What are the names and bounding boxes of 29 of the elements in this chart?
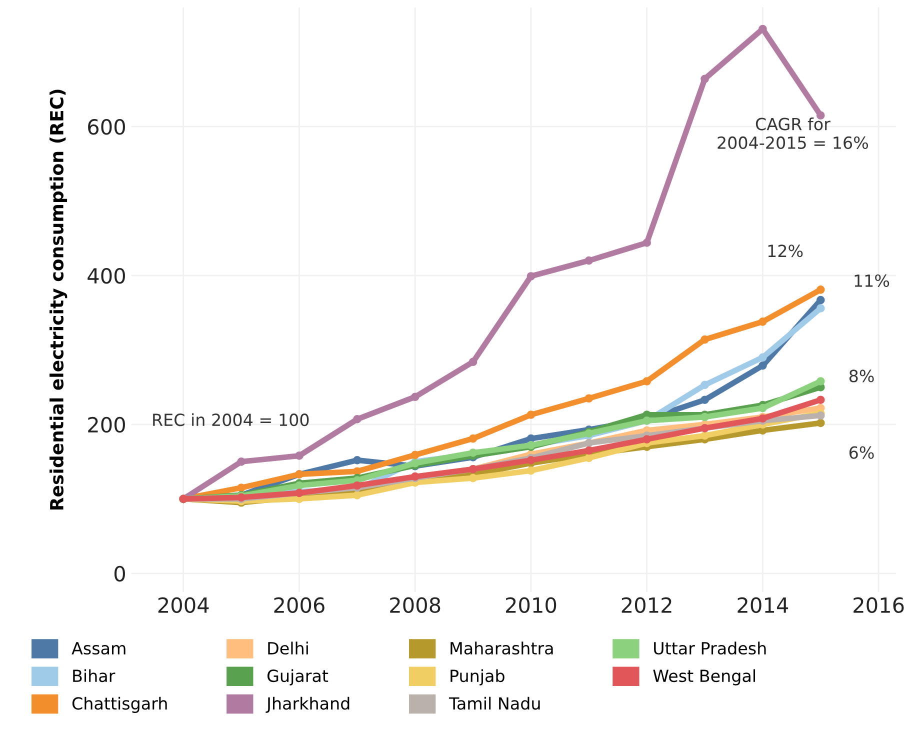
y-tick-label: 600 [88, 119, 125, 135]
legend-label: Maharashtra [450, 642, 553, 655]
legend-label: Bihar [73, 669, 116, 682]
y-axis-title: Residential electricity consumption (REC) [50, 90, 68, 510]
legend-label: Uttar Pradesh [654, 642, 766, 655]
x-tick-label: 2016 [854, 597, 904, 613]
x-tick-label: 2004 [158, 597, 209, 613]
annotation: REC in 2004 = 100 [153, 413, 309, 426]
legend-label: West Bengal [653, 669, 755, 686]
annotation: 8% [849, 370, 874, 382]
x-tick-label: 2012 [622, 597, 672, 613]
annotation: 12% [768, 244, 803, 258]
legend-label: Tamil Nadu [448, 696, 540, 710]
annotation: CAGR for 2004-2015 = 16% [718, 117, 868, 150]
annotation: 6% [849, 446, 874, 459]
y-tick-label: 200 [88, 416, 125, 433]
y-tick-label: 0 [114, 566, 125, 582]
legend-label: Jharkhand [266, 696, 350, 713]
x-tick-label: 2006 [274, 597, 324, 613]
x-tick-label: 2008 [390, 597, 440, 613]
legend-label: Assam [72, 642, 126, 655]
x-tick-label: 2010 [506, 597, 556, 613]
annotation: 11% [854, 274, 890, 287]
y-tick-label: 400 [88, 268, 125, 284]
x-tick-label: 2014 [738, 597, 788, 613]
legend-label: Chattisgarh [72, 696, 167, 713]
legend-label: Delhi [268, 642, 308, 655]
legend-label: Gujarat [267, 669, 328, 686]
legend-label: Punjab [450, 669, 504, 686]
